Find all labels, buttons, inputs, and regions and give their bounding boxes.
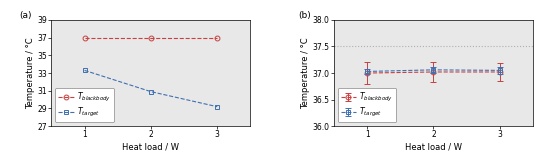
X-axis label: Heat load / W: Heat load / W [122, 142, 180, 151]
$T_{target}$ [81, 69, 88, 71]
$T_{target}$ [214, 106, 220, 108]
X-axis label: Heat load / W: Heat load / W [405, 142, 462, 151]
Line: $T_{blackbody}$: $T_{blackbody}$ [82, 35, 220, 40]
Text: (a): (a) [19, 11, 32, 20]
Line: $T_{target}$: $T_{target}$ [82, 68, 220, 109]
$T_{blackbody}$ [148, 37, 154, 39]
Y-axis label: Temperature / °C: Temperature / °C [301, 37, 310, 109]
Legend: $T_{blackbody}$, $T_{target}$: $T_{blackbody}$, $T_{target}$ [55, 88, 114, 122]
$T_{blackbody}$ [214, 37, 220, 39]
Text: (b): (b) [298, 11, 311, 20]
Legend: $T_{blackbody}$, $T_{target}$: $T_{blackbody}$, $T_{target}$ [338, 88, 397, 122]
$T_{blackbody}$ [81, 37, 88, 39]
Y-axis label: Temperature / °C: Temperature / °C [26, 37, 35, 109]
$T_{target}$ [148, 91, 154, 93]
